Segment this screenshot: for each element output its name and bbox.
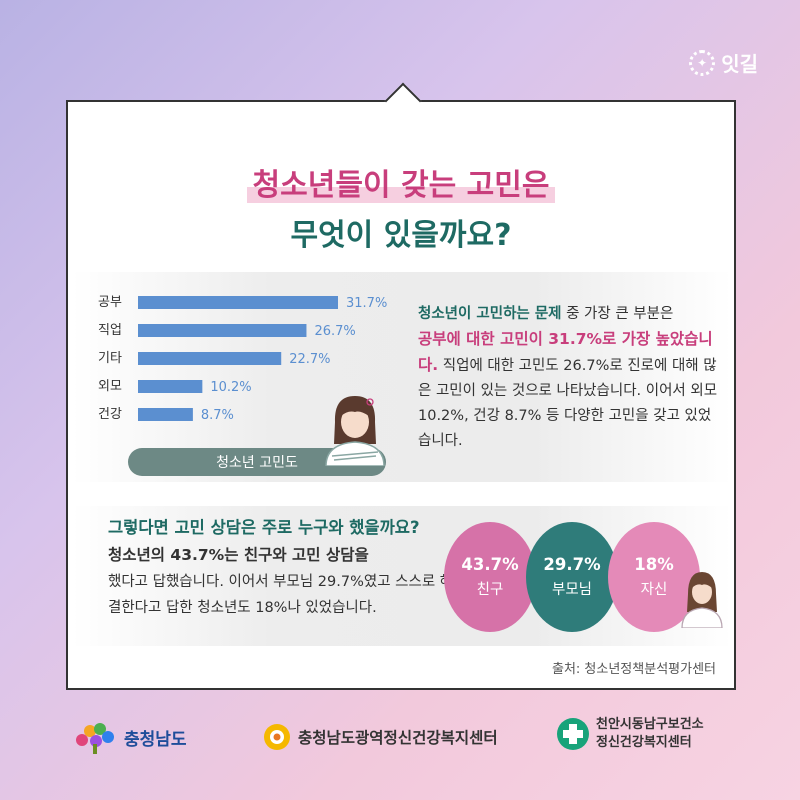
summary-text-2: 직업에 대한 고민도 26.7%로 진로에 대해 많은 고민이 있는 것으로 나… <box>418 358 718 449</box>
chungnam-logo: 충청남도 <box>72 720 187 754</box>
bubble-self: 18% 자신 <box>608 522 700 632</box>
health-cross-icon <box>557 718 589 750</box>
bar <box>138 408 193 421</box>
summary-highlight-pink: 공부에 대한 고민이 31.7%로 가장 높았습니다. <box>418 330 713 374</box>
value-label: 22.7% <box>289 352 330 367</box>
bubble-parents-label: 부모님 <box>551 582 593 598</box>
bubble-self-pct: 18% <box>634 555 674 574</box>
summary-text-1: 중 가장 큰 부분은 <box>561 306 674 322</box>
bubble-parents-pct: 29.7% <box>543 555 601 574</box>
content-card: 청소년들이 갖는 고민은 무엇이 있을까요? 공부 31.7% 직업 26.7% 기타 2… <box>66 82 736 690</box>
bubble-self-label: 자신 <box>640 582 668 598</box>
title-line1: 청소년들이 갖는 고민은 <box>68 160 734 204</box>
source-note: 출처: 청소년정책분석평가센터 <box>552 662 716 677</box>
brand-name: 잇길 <box>721 52 758 76</box>
bar <box>138 324 307 337</box>
summary-highlight-green: 청소년이 고민하는 문제 <box>418 306 562 322</box>
worry-bar-chart: 공부 31.7% 직업 26.7% 기타 22.7% 외모 10.2% 건강 8.7% <box>98 295 387 423</box>
brand-logo: ✦ 잇길 <box>689 48 758 77</box>
logo3-line2: 정신건강복지센터 <box>596 735 692 750</box>
category-label: 건강 <box>98 407 122 422</box>
teen-girl-illustration-2 <box>681 572 723 628</box>
bubble-friend-label: 친구 <box>476 582 504 598</box>
consult-bubbles: 43.7% 친구 29.7% 부모님 18% 자신 <box>444 522 724 632</box>
category-label: 직업 <box>98 323 122 338</box>
consult-text: 했다고 답했습니다. 이어서 부모님 29.7%였고 스스로 해결한다고 답한 … <box>108 574 454 616</box>
value-label: 31.7% <box>346 296 387 311</box>
value-label: 10.2% <box>210 380 251 395</box>
category-label: 기타 <box>98 351 122 366</box>
category-label: 공부 <box>98 295 122 310</box>
logo2-text: 충청남도광역정신건강복지센터 <box>298 729 498 747</box>
bubble-friend-pct: 43.7% <box>461 555 519 574</box>
consult-lead: 청소년의 43.7%는 친구와 고민 상담을 <box>108 546 369 564</box>
bubble-parents: 29.7% 부모님 <box>526 522 618 632</box>
brand-mark-icon: ✦ <box>689 49 716 76</box>
consult-body: 청소년의 43.7%는 친구와 고민 상담을 했다고 답했습니다. 이어서 부모… <box>108 542 458 621</box>
teen-girl-illustration <box>325 396 385 466</box>
footer-logos: 충청남도 충청남도광역정신건강복지센터 천안시동남구보건소 정신건강복지센터 <box>0 716 800 766</box>
summary-text: 청소년이 고민하는 문제 중 가장 큰 부분은 공부에 대한 고민이 31.7%… <box>418 302 718 454</box>
bar <box>138 380 203 393</box>
circle-logo-icon <box>264 724 290 750</box>
cheonan-center-logo: 천안시동남구보건소 정신건강복지센터 <box>556 716 704 752</box>
consult-title: 그렇다면 고민 상담은 주로 누구와 했을까요? <box>108 518 420 537</box>
bar <box>138 296 338 309</box>
logo3-line1: 천안시동남구보건소 <box>596 717 704 732</box>
flower-logo-icon <box>76 723 114 754</box>
bubble-friend: 43.7% 친구 <box>444 522 536 632</box>
provincial-center-logo: 충청남도광역정신건강복지센터 <box>262 722 498 752</box>
logo1-text: 충청남도 <box>124 729 187 750</box>
category-label: 외모 <box>98 379 122 394</box>
title-line2: 무엇이 있을까요? <box>290 218 512 253</box>
bar <box>138 352 282 365</box>
value-label: 8.7% <box>201 408 234 423</box>
card-notch <box>384 82 422 120</box>
value-label: 26.7% <box>314 324 355 339</box>
